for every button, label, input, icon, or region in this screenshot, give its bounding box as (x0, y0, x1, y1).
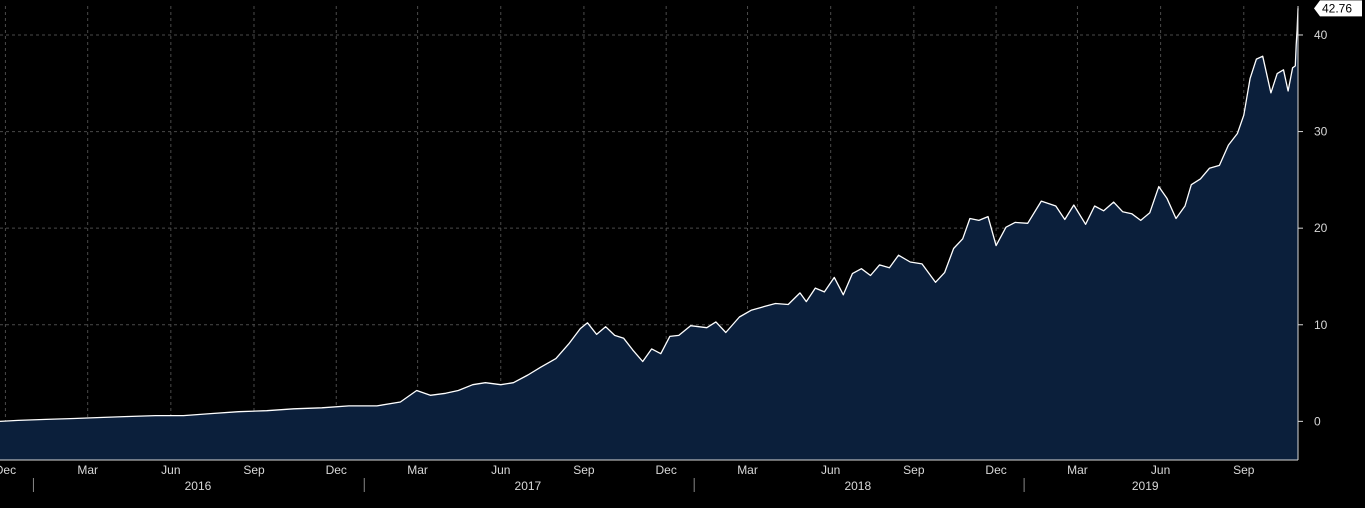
last-value-label: 42.76 (1322, 1, 1352, 15)
x-tick-label: Mar (737, 463, 758, 477)
x-tick-label: Sep (1233, 463, 1255, 477)
y-tick-label: 40 (1314, 28, 1328, 42)
x-tick-label: Dec (326, 463, 347, 477)
year-label: 2017 (515, 479, 542, 493)
y-tick-label: 10 (1314, 318, 1328, 332)
x-tick-label: Sep (243, 463, 265, 477)
y-tick-label: 30 (1314, 125, 1328, 139)
last-value-badge (1314, 0, 1362, 17)
y-tick-label: 0 (1314, 414, 1321, 428)
x-tick-label: Jun (491, 463, 510, 477)
last-value-marker: 42.76 (1314, 0, 1362, 17)
y-axis: 0 10 20 30 40 (1297, 6, 1328, 460)
x-tick-label: Jun (161, 463, 180, 477)
series-line (0, 8, 1299, 423)
year-label: 2016 (185, 479, 212, 493)
x-tick-label: Sep (573, 463, 595, 477)
x-tick-label: Mar (77, 463, 98, 477)
x-tick-label: Dec (656, 463, 677, 477)
x-tick-label: Jun (821, 463, 840, 477)
x-tick-label: Dec (985, 463, 1006, 477)
x-tick-label: Dec (0, 463, 16, 477)
x-tick-label: Mar (407, 463, 428, 477)
x-tick-label: Mar (1067, 463, 1088, 477)
x-axis: Dec Mar Jun Sep Dec Mar Jun Sep Dec Mar Jun Sep Dec M… (0, 459, 1298, 493)
series-area (0, 8, 1298, 461)
x-tick-label: Jun (1151, 463, 1170, 477)
series (0, 8, 1299, 461)
x-tick-label: Sep (903, 463, 925, 477)
year-label: 2019 (1132, 479, 1159, 493)
year-label: 2018 (844, 479, 871, 493)
y-tick-label: 20 (1314, 221, 1328, 235)
